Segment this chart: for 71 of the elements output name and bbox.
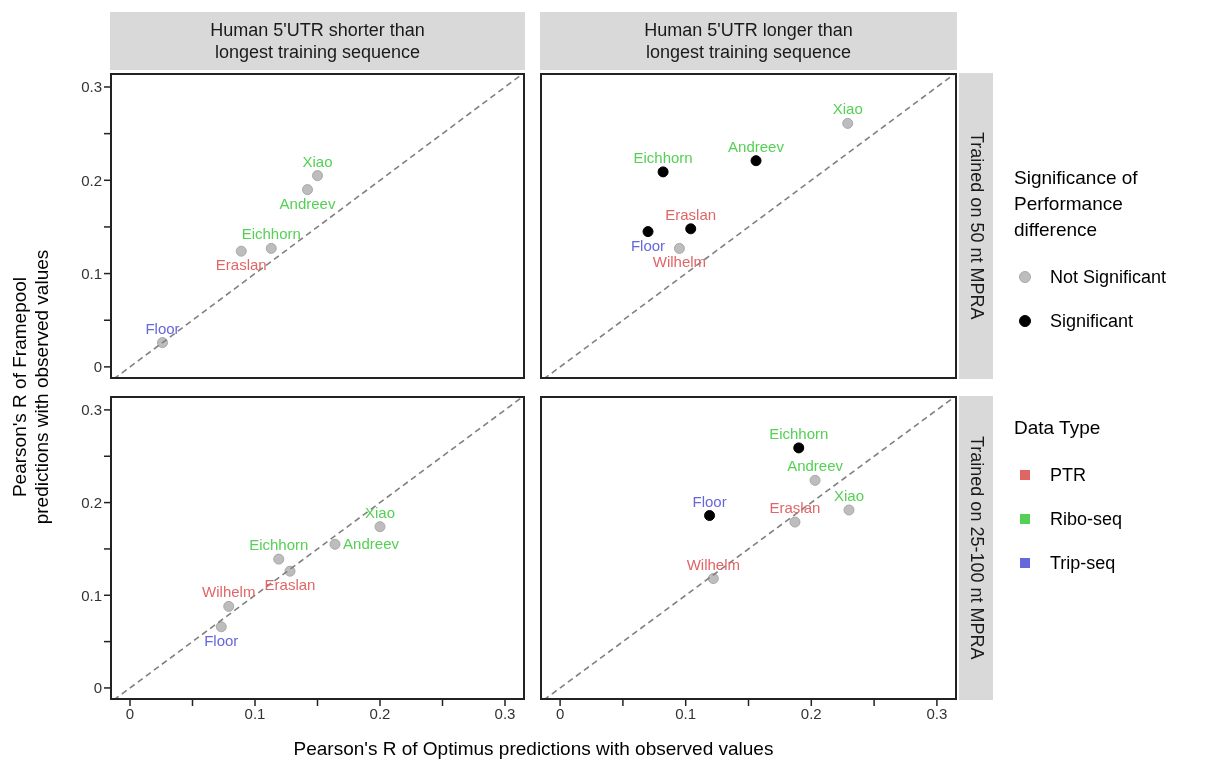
point — [789, 516, 801, 528]
category-label: Trip-seq — [1050, 552, 1116, 574]
data-label: Eraslan — [215, 256, 267, 274]
x-tick-label: 0.1 — [675, 704, 697, 722]
data-label: Wilhelm — [202, 583, 256, 601]
x-tick-label: 0.2 — [369, 704, 391, 722]
category-label: PTR — [1050, 464, 1086, 486]
data-label: Xiao — [302, 152, 333, 170]
y-tick-label: 0 — [93, 679, 102, 697]
data-label: Xiao — [832, 100, 863, 118]
data-label: Eichhorn — [633, 148, 693, 166]
category-label: Significant — [1050, 310, 1134, 332]
point — [843, 504, 855, 516]
y-axis-title: Pearson's R of Framepool predictions with observed values — [8, 248, 52, 526]
data-label: Eichhorn — [249, 536, 309, 554]
y-tick-label: 0.2 — [81, 171, 102, 189]
point — [707, 573, 719, 585]
data-label: Floor — [145, 319, 180, 337]
category-label: Ribo-seq — [1050, 508, 1123, 530]
point — [312, 170, 323, 182]
chart-title: Human 5'UTR shorter than longest training sequence — [110, 12, 525, 70]
point — [235, 245, 247, 257]
data-label: Andreev — [343, 535, 400, 553]
data-label: Eichhorn — [769, 424, 829, 442]
data-label: Eraslan — [769, 499, 821, 517]
y2-axis-title: Trained on 50 nt MPRA — [965, 132, 987, 320]
point — [673, 242, 685, 254]
data-label: Floor — [692, 492, 727, 510]
y-tick-label: 0.3 — [81, 78, 102, 96]
data-label: Wilhelm — [686, 555, 740, 573]
x-tick-label: 0.3 — [494, 704, 516, 722]
data-label: Eichhorn — [241, 225, 301, 243]
x-tick-label: 0 — [125, 704, 135, 722]
y-tick-label: 0 — [93, 358, 102, 376]
data-label: Andreev — [787, 457, 844, 475]
chart-title: Human 5'UTR longer than longest training sequence — [540, 12, 957, 70]
point — [215, 621, 227, 633]
y-tick-label: 0.2 — [81, 493, 102, 511]
data-label: Floor — [630, 236, 666, 254]
x-tick-label: 0 — [555, 704, 565, 722]
data-label: Eraslan — [665, 205, 717, 223]
data-label: Andreev — [728, 137, 785, 155]
data-label: Andreev — [279, 194, 336, 212]
data-label: Xiao — [833, 487, 864, 504]
point — [642, 226, 654, 238]
legend-title: Significance of Performance difference — [1014, 166, 1139, 242]
x-tick-label: 0.1 — [244, 704, 266, 722]
y-tick-label: 0.1 — [81, 264, 102, 282]
point — [750, 155, 762, 167]
y-tick-label: 0.3 — [81, 401, 102, 419]
point — [657, 166, 669, 178]
data-label: Wilhelm — [652, 253, 707, 271]
y-tick-label: 0.1 — [81, 586, 102, 604]
point — [374, 521, 386, 533]
point — [329, 538, 341, 550]
x-tick-label: 0.2 — [800, 704, 822, 722]
point — [223, 600, 235, 612]
point — [284, 565, 296, 577]
category-label: Not Significant — [1050, 266, 1167, 288]
y2-axis-title: Trained on 25-100 nt MPRA — [965, 436, 987, 660]
data-label: Eraslan — [264, 576, 316, 594]
point — [809, 474, 821, 486]
point — [704, 510, 716, 522]
point — [273, 553, 285, 565]
data-label: Floor — [204, 631, 239, 649]
data-label: Xiao — [364, 503, 396, 521]
point — [302, 184, 313, 196]
x-tick-label: 0.3 — [926, 704, 948, 722]
point — [265, 242, 277, 254]
x-axis-title: Pearson's R of Optimus predictions with observed values — [292, 738, 775, 760]
legend-title: Data Type — [1014, 416, 1102, 440]
